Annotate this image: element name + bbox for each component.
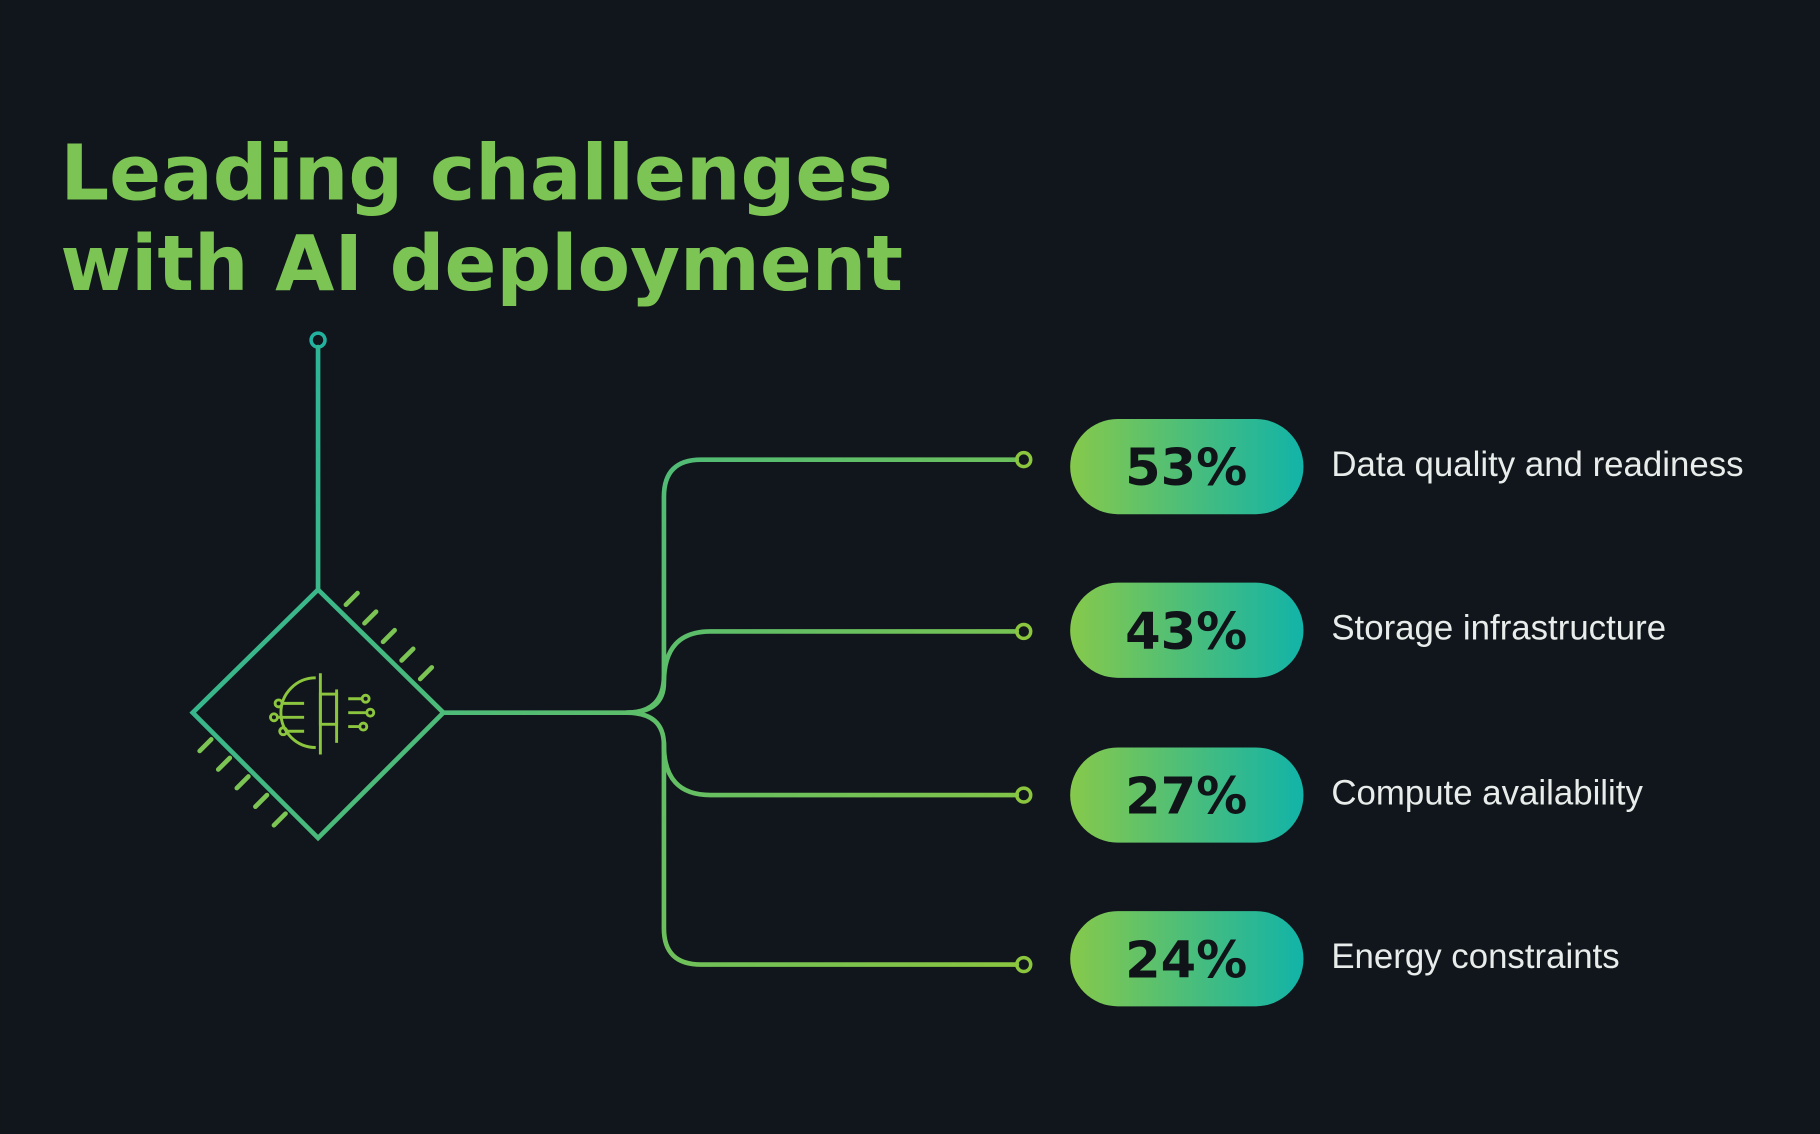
challenge-label: Energy constraints [1331,937,1619,976]
challenge-label: Compute availability [1331,773,1643,812]
percent: 24% [1125,931,1247,990]
percent-pill [1070,419,1304,515]
percent: 27% [1125,768,1247,827]
percent: 43% [1125,603,1247,662]
title-line: Leading challenges [60,130,893,219]
percent: 53% [1125,439,1247,498]
title-line: with AI deployment [60,220,903,309]
challenge-label: Data quality and readiness [1331,445,1743,484]
percent-pill [1070,747,1304,843]
percent-pill [1070,911,1304,1007]
challenge-label: Storage infrastructure [1331,609,1666,648]
percent-pill [1070,582,1304,678]
chip-diagram [189,331,1033,974]
